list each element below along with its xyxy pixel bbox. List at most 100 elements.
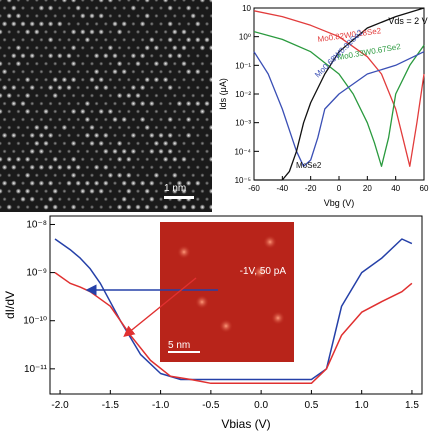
atom-dot bbox=[135, 157, 141, 162]
atom-dot bbox=[181, 77, 187, 82]
atom-dot bbox=[24, 28, 31, 35]
atom-dot bbox=[10, 132, 17, 139]
atom-dot bbox=[139, 116, 146, 123]
atom-dot bbox=[194, 100, 201, 107]
atomic-lattice bbox=[0, 0, 220, 219]
atom-dot bbox=[181, 109, 187, 114]
atom-dot bbox=[0, 188, 4, 195]
atom-dot bbox=[162, 204, 169, 211]
atom-dot bbox=[190, 29, 196, 35]
atom-dot bbox=[153, 76, 160, 83]
atom-dot bbox=[98, 61, 104, 66]
x-tick-label: -1.5 bbox=[102, 400, 120, 411]
atom-dot bbox=[66, 101, 72, 106]
atom-dot bbox=[195, 5, 201, 11]
atom-dot bbox=[70, 204, 77, 211]
atom-dot bbox=[140, 149, 145, 154]
atom-dot bbox=[2, 53, 7, 59]
atom-dot bbox=[149, 117, 155, 122]
atom-dot bbox=[39, 37, 44, 43]
atom-dot bbox=[112, 196, 118, 202]
atom-dot bbox=[204, 196, 210, 202]
atom-dot bbox=[144, 173, 150, 178]
atom-dot bbox=[116, 60, 123, 67]
atom-dot bbox=[158, 21, 164, 27]
atom-dot bbox=[111, 20, 119, 27]
atom-dot bbox=[121, 37, 127, 43]
atom-dot bbox=[158, 180, 164, 186]
atom-dot bbox=[158, 196, 164, 202]
atom-dot bbox=[153, 140, 160, 147]
atom-dot bbox=[24, 92, 31, 99]
atom-dot bbox=[80, 0, 86, 3]
atom-dot bbox=[66, 196, 72, 202]
atom-dot bbox=[16, 141, 21, 146]
atom-dot bbox=[102, 164, 109, 171]
atom-dot bbox=[144, 109, 150, 114]
atom-dot bbox=[148, 36, 155, 43]
stm-atomic-image: 1 nm bbox=[0, 0, 220, 219]
atom-dot bbox=[131, 196, 136, 202]
atom-dot bbox=[24, 156, 31, 163]
atom-dot bbox=[144, 12, 151, 19]
atom-dot bbox=[16, 93, 21, 98]
y-tick-label: 10⁰ bbox=[239, 33, 251, 42]
atom-dot bbox=[135, 109, 141, 114]
didv-chart: -2.0 -1.5 -1.0 -0.5 0.0 0.5 1.0 1.5 10⁻⁸ 10⁻⁹ 10⁻¹… bbox=[0, 214, 433, 433]
atom-dot bbox=[80, 77, 86, 82]
x-tick-label: 40 bbox=[391, 184, 400, 193]
atom-dot bbox=[75, 180, 82, 187]
atom-dot bbox=[48, 149, 53, 154]
atom-dot bbox=[194, 20, 201, 27]
atom-dot bbox=[121, 116, 128, 123]
atom-dot bbox=[75, 53, 81, 59]
atom-dot bbox=[186, 21, 191, 27]
atom-dot bbox=[42, 140, 50, 147]
atom-dot bbox=[57, 5, 63, 11]
atom-dot bbox=[85, 165, 90, 170]
atom-dot bbox=[148, 132, 155, 139]
atom-dot bbox=[125, 204, 132, 211]
atom-dot bbox=[162, 0, 169, 4]
atom-dot bbox=[154, 188, 159, 194]
atom-dot bbox=[112, 5, 118, 11]
atom-dot bbox=[66, 5, 72, 11]
atom-dot bbox=[180, 28, 188, 35]
atom-dot bbox=[144, 0, 151, 4]
atom-dot bbox=[38, 20, 45, 27]
atom-dot bbox=[103, 37, 109, 43]
atom-dot bbox=[98, 45, 104, 51]
atom-dot bbox=[29, 37, 35, 43]
atom-dot bbox=[167, 69, 173, 74]
atom-dot bbox=[71, 13, 76, 19]
atom-dot bbox=[0, 141, 3, 146]
atom-dot bbox=[135, 45, 141, 51]
atom-dot bbox=[70, 28, 77, 35]
atom-dot bbox=[190, 188, 196, 194]
atom-dot bbox=[75, 149, 81, 154]
atom-dot bbox=[25, 125, 30, 130]
x-tick-label: 0 bbox=[337, 184, 342, 193]
atom-dot bbox=[134, 60, 142, 67]
atom-dot bbox=[52, 61, 58, 66]
atom-dot bbox=[0, 156, 4, 163]
atom-dot bbox=[177, 165, 182, 170]
atom-dot bbox=[47, 52, 54, 59]
atom-dot bbox=[167, 165, 173, 170]
atom-dot bbox=[203, 36, 211, 43]
atom-dot bbox=[126, 45, 132, 51]
atom-dot bbox=[131, 165, 136, 170]
atom-dot bbox=[1, 180, 8, 187]
atom-dot bbox=[11, 196, 17, 202]
inset-label: -1V, 50 pA bbox=[240, 266, 287, 277]
atom-dot bbox=[16, 109, 21, 114]
atom-dot bbox=[88, 124, 96, 131]
atom-dot bbox=[24, 172, 31, 179]
atom-dot bbox=[111, 148, 119, 155]
atom-dot bbox=[185, 116, 192, 123]
atom-dot bbox=[93, 132, 100, 139]
atom-dot bbox=[162, 140, 169, 147]
atom-dot bbox=[70, 156, 77, 163]
atom-dot bbox=[200, 13, 205, 19]
atom-dot bbox=[121, 165, 127, 170]
